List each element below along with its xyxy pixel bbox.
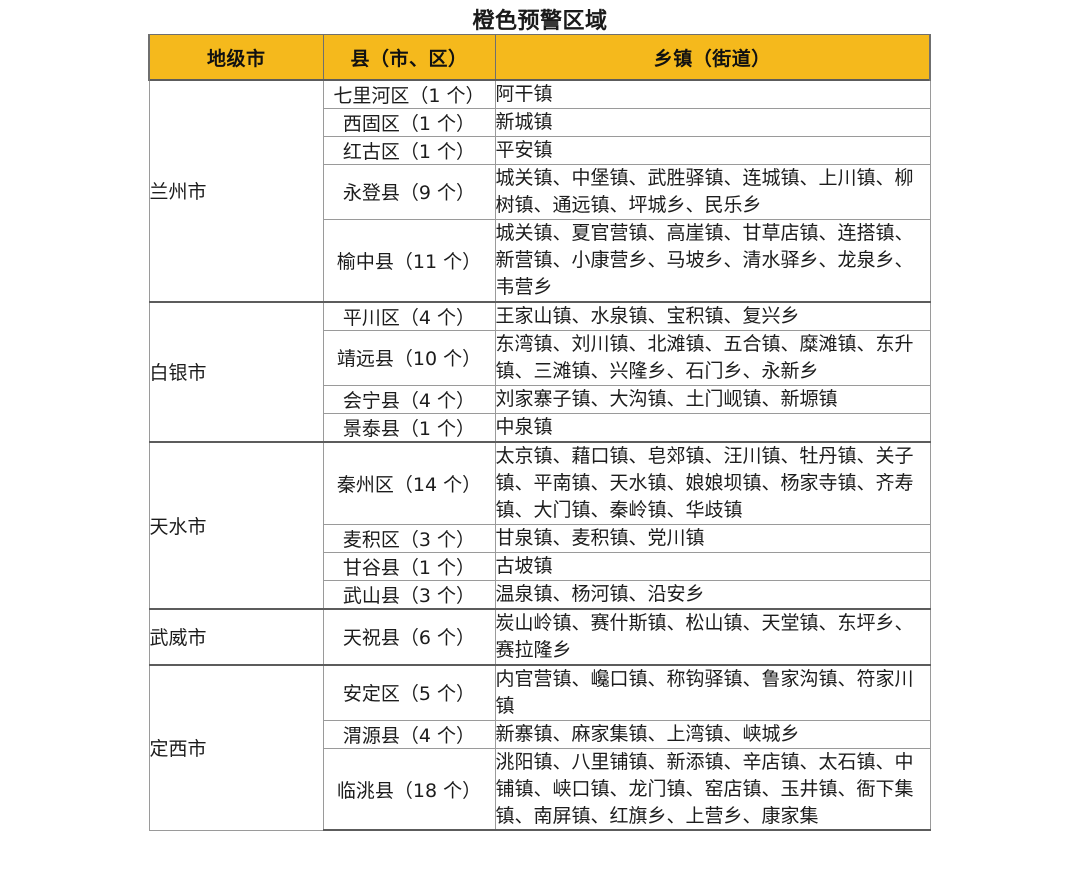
table-header: 地级市 县（市、区） 乡镇（街道）: [148, 34, 931, 81]
table-row: 景泰县（1 个） 中泉镇: [149, 412, 931, 443]
towns-cell: 温泉镇、杨河镇、沿安乡: [494, 579, 931, 610]
table-row: 白银市 平川区（4 个） 王家山镇、水泉镇、宝积镇、复兴乡: [148, 300, 931, 443]
header-row: 地级市 县（市、区） 乡镇（街道）: [148, 34, 931, 81]
county-cell: 榆中县（11 个）: [322, 218, 496, 303]
towns-cell: 王家山镇、水泉镇、宝积镇、复兴乡: [494, 300, 931, 331]
column-header-city: 地级市: [148, 34, 324, 81]
county-cell: 武山县（3 个）: [322, 579, 496, 610]
table-row: 定西市 安定区（5 个） 内官营镇、巉口镇、称钩驿镇、鲁家沟镇、符家川镇: [148, 663, 931, 831]
table-row: 武威市 天祝县（6 个） 炭山岭镇、赛什斯镇、松山镇、天堂镇、东坪乡、赛拉隆乡: [148, 607, 931, 666]
towns-cell: 城关镇、中堡镇、武胜驿镇、连城镇、上川镇、柳树镇、通远镇、坪城乡、民乐乡: [494, 164, 931, 220]
county-cell: 景泰县（1 个）: [322, 412, 496, 443]
towns-cell: 太京镇、藉口镇、皂郊镇、汪川镇、牡丹镇、关子镇、平南镇、天水镇、娘娘坝镇、杨家寺…: [494, 440, 931, 525]
column-header-county: 县（市、区）: [322, 34, 496, 81]
table-row: 麦积区（3 个） 甘泉镇、麦积镇、党川镇: [149, 523, 931, 553]
warning-area-table: 地级市 县（市、区） 乡镇（街道） 兰州市 七里河区（1 个） 阿干镇 西固区（1 个…: [148, 34, 931, 832]
county-cell: 靖远县（10 个）: [322, 329, 496, 386]
table-row: 兰州市 七里河区（1 个） 阿干镇: [148, 79, 931, 303]
table-row: 榆中县（11 个） 城关镇、夏官营镇、高崖镇、甘草店镇、连搭镇、新营镇、小康营乡、…: [149, 218, 931, 303]
towns-cell: 古坡镇: [494, 551, 931, 581]
county-cell: 红古区（1 个）: [322, 136, 496, 165]
county-cell: 甘谷县（1 个）: [322, 551, 496, 581]
city-cell: 定西市: [148, 663, 324, 831]
table-row: 靖远县（10 个） 东湾镇、刘川镇、北滩镇、五合镇、糜滩镇、东升镇、三滩镇、兴隆乡…: [149, 329, 931, 386]
county-cell: 渭源县（4 个）: [322, 719, 496, 749]
towns-cell: 甘泉镇、麦积镇、党川镇: [494, 523, 931, 553]
table-row: 会宁县（4 个） 刘家寨子镇、大沟镇、土门岘镇、新塬镇: [149, 384, 931, 414]
table-body: 兰州市 七里河区（1 个） 阿干镇 西固区（1 个） 新城镇 红古区（1 个） 平安镇 永登县…: [148, 79, 931, 832]
table-row: 临洮县（18 个） 洮阳镇、八里铺镇、新添镇、辛店镇、太石镇、中铺镇、峡口镇、龙门…: [149, 747, 931, 832]
towns-cell: 城关镇、夏官营镇、高崖镇、甘草店镇、连搭镇、新营镇、小康营乡、马坡乡、清水驿乡、…: [494, 218, 931, 303]
table-row: 红古区（1 个） 平安镇: [149, 136, 931, 165]
county-cell: 天祝县（6 个）: [322, 607, 496, 666]
towns-cell: 内官营镇、巉口镇、称钩驿镇、鲁家沟镇、符家川镇: [494, 663, 931, 721]
table-row: 西固区（1 个） 新城镇: [149, 108, 931, 137]
column-header-towns: 乡镇（街道）: [494, 34, 931, 81]
county-cell: 安定区（5 个）: [322, 663, 496, 721]
city-cell: 白银市: [148, 300, 324, 443]
county-cell: 麦积区（3 个）: [322, 523, 496, 553]
towns-cell: 刘家寨子镇、大沟镇、土门岘镇、新塬镇: [494, 384, 931, 414]
towns-cell: 平安镇: [494, 136, 931, 165]
city-cell: 武威市: [148, 607, 324, 666]
page-title: 橙色预警区域: [472, 9, 608, 34]
towns-cell: 东湾镇、刘川镇、北滩镇、五合镇、糜滩镇、东升镇、三滩镇、兴隆乡、石门乡、永新乡: [494, 329, 931, 386]
county-cell: 临洮县（18 个）: [322, 747, 496, 832]
warning-area-table-wrapper: 地级市 县（市、区） 乡镇（街道） 兰州市 七里河区（1 个） 阿干镇 西固区（1 个…: [148, 34, 931, 832]
table-row: 甘谷县（1 个） 古坡镇: [149, 551, 931, 581]
towns-cell: 炭山岭镇、赛什斯镇、松山镇、天堂镇、东坪乡、赛拉隆乡: [494, 607, 931, 666]
city-cell: 天水市: [148, 440, 324, 610]
towns-cell: 中泉镇: [494, 412, 931, 443]
county-cell: 秦州区（14 个）: [322, 440, 496, 525]
county-cell: 西固区（1 个）: [322, 108, 496, 137]
city-cell: 兰州市: [148, 79, 324, 303]
table-row: 永登县（9 个） 城关镇、中堡镇、武胜驿镇、连城镇、上川镇、柳树镇、通远镇、坪城乡…: [149, 164, 931, 220]
towns-cell: 洮阳镇、八里铺镇、新添镇、辛店镇、太石镇、中铺镇、峡口镇、龙门镇、窑店镇、玉井镇…: [494, 747, 931, 832]
county-cell: 永登县（9 个）: [322, 164, 496, 220]
table-row: 天水市 秦州区（14 个） 太京镇、藉口镇、皂郊镇、汪川镇、牡丹镇、关子镇、平南镇、…: [148, 440, 931, 610]
towns-cell: 新寨镇、麻家集镇、上湾镇、峡城乡: [494, 719, 931, 749]
county-cell: 平川区（4 个）: [322, 300, 496, 331]
towns-cell: 阿干镇: [494, 79, 931, 109]
table-row: 渭源县（4 个） 新寨镇、麻家集镇、上湾镇、峡城乡: [149, 719, 931, 749]
county-cell: 会宁县（4 个）: [322, 384, 496, 414]
table-row: 武山县（3 个） 温泉镇、杨河镇、沿安乡: [149, 579, 931, 610]
county-cell: 七里河区（1 个）: [322, 79, 496, 109]
towns-cell: 新城镇: [494, 108, 931, 137]
